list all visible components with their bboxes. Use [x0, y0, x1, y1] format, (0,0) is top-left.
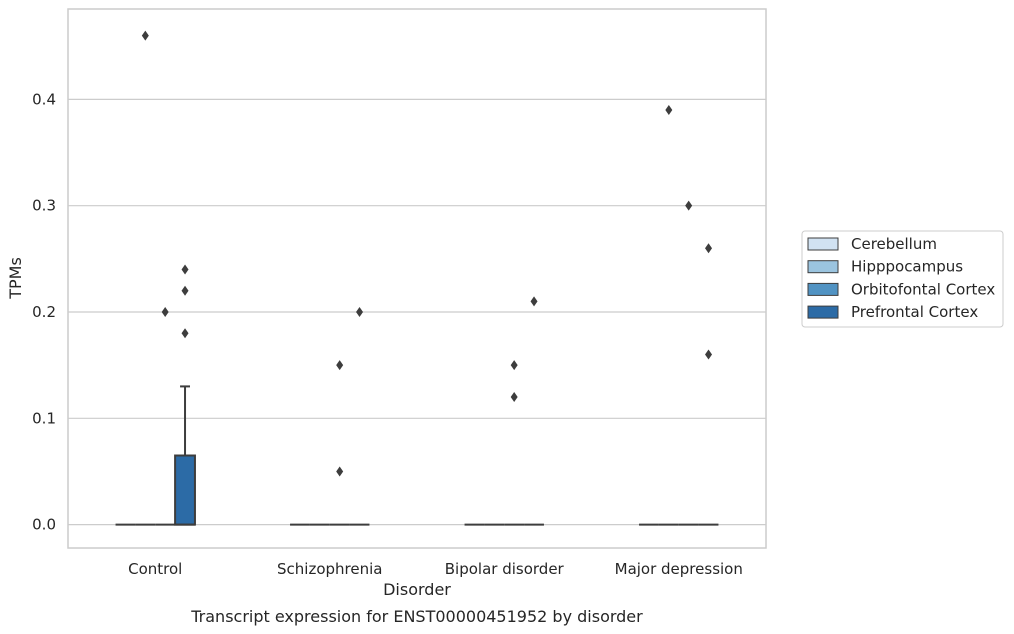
outlier-point [336, 360, 344, 371]
outlier-point [530, 296, 538, 307]
y-tick-label: 0.3 [32, 197, 56, 215]
x-axis-ticks: Control Schizophrenia Bipolar disorder Majo… [128, 560, 743, 578]
outlier-point [510, 360, 518, 371]
y-tick-label: 0.0 [32, 516, 56, 534]
legend-label: Cerebellum [851, 235, 937, 253]
box-orbitofontal-cortex [329, 360, 350, 526]
x-tick-label: Schizophrenia [277, 560, 382, 578]
legend-swatch [807, 237, 839, 251]
box-prefrontal-cortex [698, 243, 719, 526]
outlier-point [705, 243, 713, 254]
y-tick-label: 0.4 [32, 90, 56, 108]
y-axis-ticks: 0.0 0.1 0.2 0.3 0.4 [32, 90, 56, 533]
y-axis-title: TPMs [6, 257, 25, 300]
box-orbitofontal-cortex [155, 306, 176, 526]
legend-frame [801, 230, 1004, 328]
x-tick-label: Bipolar disorder [445, 560, 565, 578]
outlier-point [181, 285, 189, 296]
box-hipppocampus [135, 30, 156, 526]
legend: Cerebellum Hipppocampus Orbitofontal Corte… [801, 230, 1004, 328]
outlier-point [705, 349, 713, 360]
legend-swatch [807, 305, 839, 319]
outlier-point [181, 328, 189, 339]
legend-swatch [807, 282, 839, 296]
outlier-point [510, 392, 518, 403]
box-orbitofontal-cortex [504, 360, 525, 526]
legend-label: Hipppocampus [851, 258, 963, 276]
box-prefrontal-cortex [174, 264, 196, 526]
outlier-point [336, 466, 344, 477]
box-hipppocampus [658, 104, 679, 526]
outlier-point [665, 104, 673, 115]
box-prefrontal-cortex [524, 296, 544, 526]
box-prefrontal-cortex [349, 306, 370, 526]
x-tick-label: Major depression [615, 560, 743, 578]
legend-label: Orbitofontal Cortex [851, 280, 995, 298]
outlier-point [685, 200, 693, 211]
box-body [174, 454, 196, 526]
box-orbitofontal-cortex [678, 200, 699, 526]
outlier-point [161, 306, 169, 317]
y-tick-label: 0.2 [32, 303, 56, 321]
x-tick-label: Control [128, 560, 182, 578]
chart-caption: Transcript expression for ENST0000045195… [190, 607, 643, 626]
box-marks [115, 30, 719, 526]
legend-label: Prefrontal Cortex [851, 303, 978, 321]
y-tick-label: 0.1 [32, 409, 56, 427]
grid-lines [68, 98, 766, 526]
plot-area-frame [67, 8, 767, 549]
outlier-point [141, 30, 149, 41]
legend-swatch [807, 260, 839, 274]
outlier-point [181, 264, 189, 275]
outlier-point [356, 306, 364, 317]
x-axis-title: Disorder [383, 580, 451, 599]
